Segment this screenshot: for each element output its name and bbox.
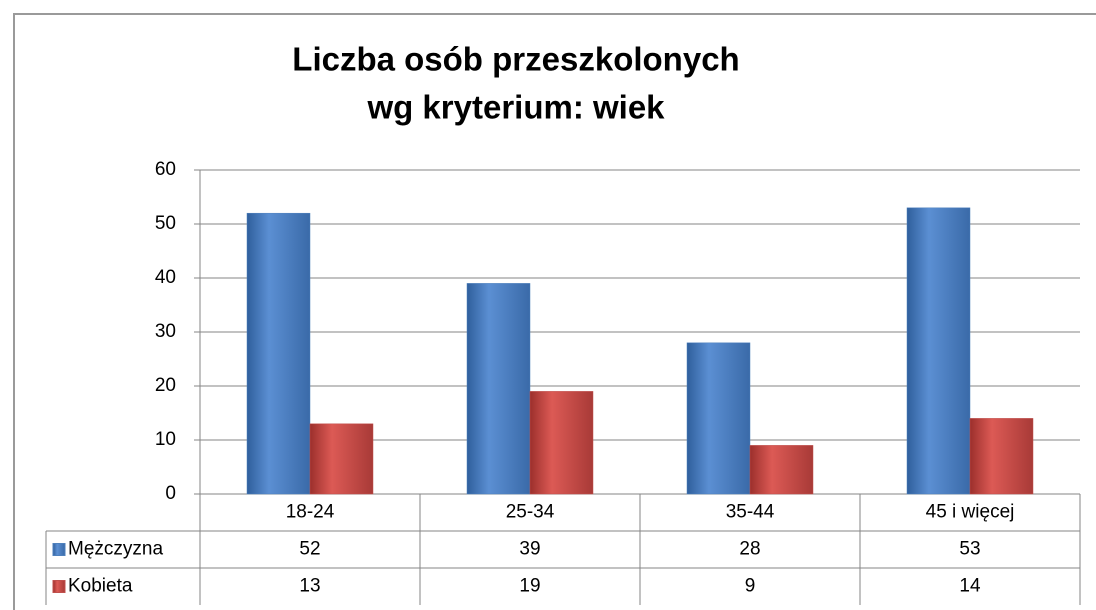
table-value: 28 [739, 539, 760, 560]
bar [969, 418, 1034, 495]
y-tick-label: 60 [155, 159, 176, 180]
chart-title: Liczba osób przeszkolonych [292, 41, 739, 78]
table-value: 13 [299, 576, 320, 597]
bar [749, 445, 814, 495]
y-tick-label: 40 [155, 267, 176, 288]
table-value: 39 [519, 539, 540, 560]
legend-key [52, 580, 66, 593]
chart-title: wg kryterium: wiek [366, 89, 665, 126]
bar [686, 342, 751, 495]
x-tick-label: 25-34 [506, 502, 555, 523]
table-value: 53 [959, 539, 980, 560]
table-value: 14 [959, 576, 981, 597]
y-tick-label: 20 [155, 375, 176, 396]
x-tick-label: 18-24 [286, 502, 335, 523]
table-value: 9 [745, 576, 756, 597]
legend-key [52, 543, 66, 556]
table-value: 52 [299, 539, 320, 560]
y-tick-label: 0 [165, 483, 176, 504]
x-tick-label: 35-44 [726, 502, 775, 523]
bar [529, 391, 594, 495]
bar [466, 283, 531, 495]
y-tick-label: 50 [155, 213, 176, 234]
bar [906, 207, 971, 495]
y-tick-label: 10 [155, 429, 176, 450]
legend-label: Mężczyzna [68, 539, 163, 560]
table-value: 19 [519, 576, 540, 597]
bar [246, 212, 311, 495]
y-tick-label: 30 [155, 321, 176, 342]
legend-label: Kobieta [68, 576, 133, 597]
bar [309, 423, 374, 495]
x-tick-label: 45 i więcej [926, 502, 1015, 523]
